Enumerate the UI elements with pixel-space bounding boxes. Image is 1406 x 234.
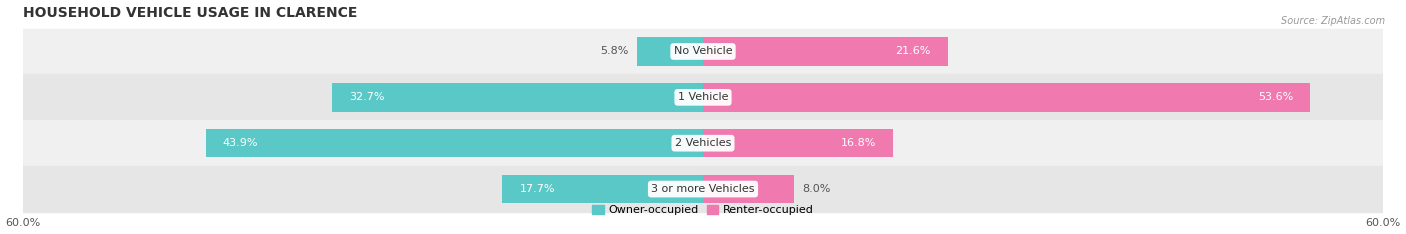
Bar <box>703 83 1310 112</box>
Text: 2 Vehicles: 2 Vehicles <box>675 138 731 148</box>
Bar <box>205 129 703 157</box>
Bar <box>703 129 893 157</box>
Text: 1 Vehicle: 1 Vehicle <box>678 92 728 102</box>
Text: 53.6%: 53.6% <box>1258 92 1294 102</box>
Legend: Owner-occupied, Renter-occupied: Owner-occupied, Renter-occupied <box>588 201 818 220</box>
Bar <box>637 37 703 66</box>
Text: 43.9%: 43.9% <box>222 138 259 148</box>
Text: 17.7%: 17.7% <box>519 184 555 194</box>
Bar <box>502 175 703 203</box>
Text: 3 or more Vehicles: 3 or more Vehicles <box>651 184 755 194</box>
Text: 8.0%: 8.0% <box>803 184 831 194</box>
Text: Source: ZipAtlas.com: Source: ZipAtlas.com <box>1281 16 1385 26</box>
Bar <box>703 37 948 66</box>
Bar <box>332 83 703 112</box>
Bar <box>22 29 1384 74</box>
Text: 21.6%: 21.6% <box>896 47 931 56</box>
Text: 5.8%: 5.8% <box>600 47 628 56</box>
Bar <box>22 74 1384 120</box>
Text: No Vehicle: No Vehicle <box>673 47 733 56</box>
Bar <box>703 175 793 203</box>
Text: HOUSEHOLD VEHICLE USAGE IN CLARENCE: HOUSEHOLD VEHICLE USAGE IN CLARENCE <box>22 6 357 20</box>
Text: 16.8%: 16.8% <box>841 138 876 148</box>
Bar <box>22 120 1384 166</box>
Bar <box>22 166 1384 212</box>
Text: 32.7%: 32.7% <box>350 92 385 102</box>
